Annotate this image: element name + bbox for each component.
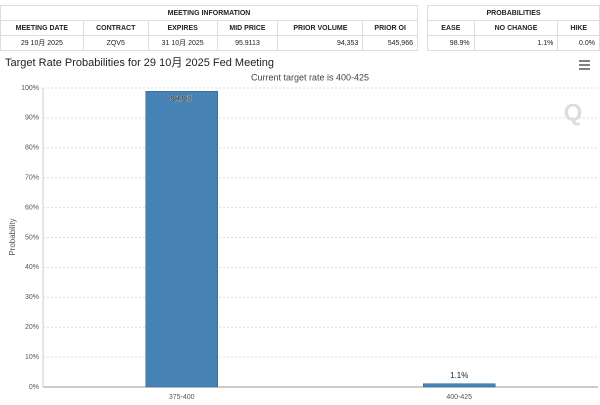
meeting-table: MEETING INFORMATION MEETING DATE CONTRACT E… — [0, 5, 418, 51]
y-tick-label: 90% — [25, 115, 39, 122]
value-label: 98.9% — [170, 94, 193, 103]
y-tick-label: 0% — [29, 384, 39, 391]
column-header: EXPIRES — [147, 20, 218, 36]
y-tick-label: 50% — [25, 234, 39, 241]
menu-icon[interactable] — [579, 60, 590, 70]
table-title: PROBABILITIES — [427, 5, 600, 21]
bar — [423, 383, 496, 388]
column-header: PRIOR OI — [362, 20, 418, 36]
cell: 98.9% — [427, 35, 475, 51]
cell: 1.1% — [473, 35, 559, 51]
y-tick-label: 80% — [25, 145, 39, 152]
y-axis-title: Probability — [8, 218, 17, 255]
header-row: MEETING DATE CONTRACT EXPIRES MID PRICE PRIO… — [0, 20, 418, 36]
y-tick-label: 70% — [25, 175, 39, 182]
cell: 31 10月 2025 — [147, 35, 218, 51]
table-title: MEETING INFORMATION — [0, 5, 418, 21]
column-header: EASE — [427, 20, 475, 36]
y-tick-label: 100% — [21, 85, 39, 92]
column-header: MEETING DATE — [0, 20, 84, 36]
cell: ZQV5 — [82, 35, 149, 51]
column-header: NO CHANGE — [473, 20, 559, 36]
watermark: Q — [564, 99, 583, 126]
chart: Target Rate Probabilities for 29 10月 202… — [5, 57, 598, 401]
y-tick-label: 20% — [25, 324, 39, 331]
column-header: HIKE — [557, 20, 600, 36]
column-header: CONTRACT — [82, 20, 149, 36]
cell: 94,353 — [277, 35, 364, 51]
y-tick-label: 40% — [25, 264, 39, 271]
value-label: 1.1% — [450, 371, 468, 380]
x-tick-label: 400-425 — [446, 394, 472, 401]
bar — [145, 91, 218, 388]
chart-title: Target Rate Probabilities for 29 10月 202… — [5, 57, 274, 69]
data-row: 98.9% 1.1% 0.0% — [427, 35, 600, 51]
y-tick-label: 10% — [25, 354, 39, 361]
cell: 545,966 — [362, 35, 418, 51]
chart-subtitle: Current target rate is 400-425 — [251, 72, 369, 82]
cell: 95.9113 — [216, 35, 279, 51]
title-row: PROBABILITIES — [427, 5, 600, 21]
title-row: MEETING INFORMATION — [0, 5, 418, 21]
x-tick-label: 375-400 — [169, 394, 195, 401]
probabilities-table: PROBABILITIES EASE NO CHANGE HIKE 98.9% 1.1% 0… — [427, 5, 600, 51]
column-header: PRIOR VOLUME — [277, 20, 364, 36]
cell: 0.0% — [557, 35, 600, 51]
header-row: EASE NO CHANGE HIKE — [427, 20, 600, 36]
column-header: MID PRICE — [216, 20, 279, 36]
cell: 29 10月 2025 — [0, 35, 84, 51]
y-tick-label: 30% — [25, 294, 39, 301]
data-row: 29 10月 2025 ZQV5 31 10月 2025 95.9113 94,353 5… — [0, 35, 418, 51]
y-tick-label: 60% — [25, 204, 39, 211]
